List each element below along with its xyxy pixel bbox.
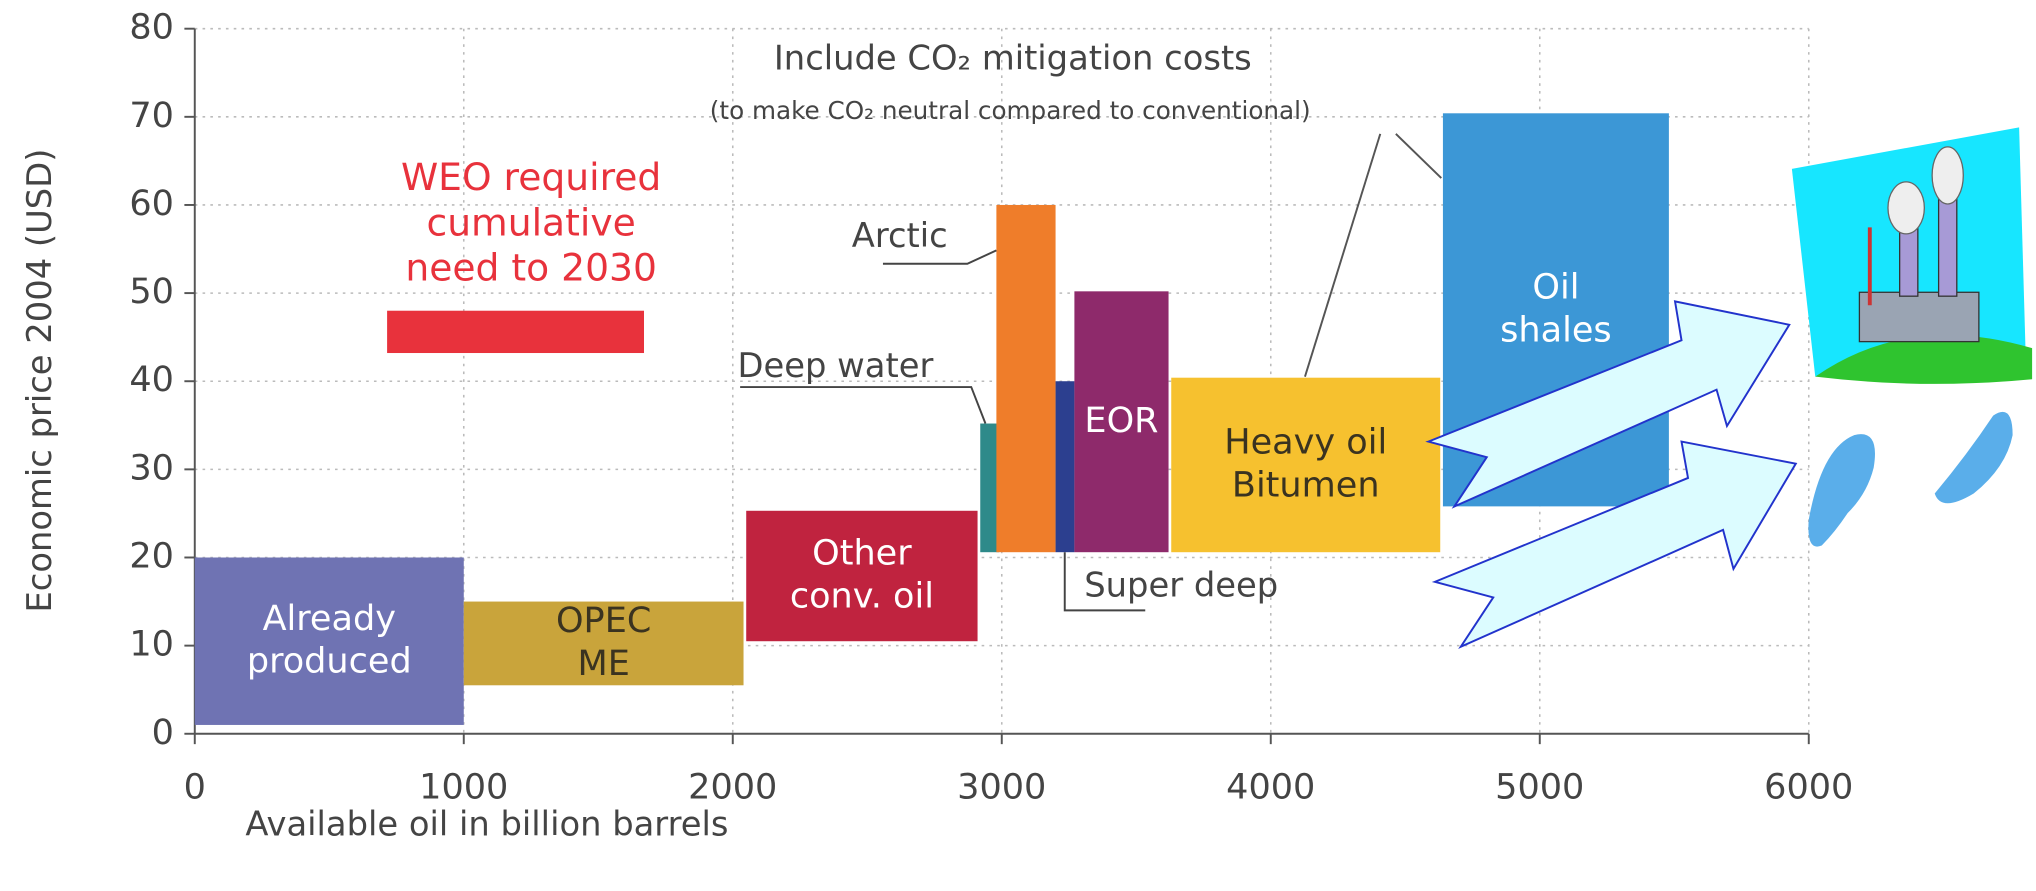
y-tick-label: 10 (129, 624, 174, 665)
x-tick-label: 0 (184, 766, 206, 807)
range-bar (996, 204, 1056, 553)
footprint (1934, 411, 2013, 504)
smoke (1931, 146, 1964, 205)
y-tick-label: 20 (129, 535, 174, 576)
y-axis-title: Economic price 2004 (USD) (20, 149, 59, 613)
footprint (1808, 434, 1875, 547)
segment-label: Oil (1532, 266, 1579, 307)
range-bar (1055, 381, 1075, 553)
segment-label: EOR (1084, 400, 1158, 441)
y-tick-label: 50 (129, 271, 174, 312)
callout-label: Arctic (852, 216, 948, 255)
segment-label: ME (577, 643, 629, 684)
range-bar (1074, 291, 1169, 553)
callout-label: Deep water (738, 346, 934, 385)
y-tick-label: 30 (129, 447, 174, 488)
x-tick-label: 4000 (1226, 766, 1315, 807)
annotation-subtitle: (to make CO₂ neutral compared to convent… (710, 96, 1311, 125)
x-tick-label: 5000 (1495, 766, 1584, 807)
x-tick-label: 3000 (957, 766, 1046, 807)
segment-label: Other (812, 533, 912, 574)
leader-line (882, 249, 997, 265)
target-label: cumulative (427, 200, 636, 244)
segment-label: Already (263, 598, 396, 639)
illustration (1425, 127, 2033, 650)
segment-label: OPEC (556, 600, 651, 641)
range-bar (1171, 377, 1441, 553)
y-tick-label: 0 (152, 712, 174, 753)
segment-label: produced (247, 641, 412, 682)
y-tick-label: 60 (129, 183, 174, 224)
factory-chimney (1937, 194, 1958, 297)
y-tick-label: 70 (129, 95, 174, 136)
arrow (1431, 440, 1798, 650)
arrow (1425, 300, 1791, 509)
y-tick-label: 40 (129, 359, 174, 400)
range-bar (980, 423, 1000, 553)
smoke (1887, 181, 1925, 235)
annotation-title: Include CO₂ mitigation costs (774, 38, 1252, 77)
x-tick-label: 6000 (1764, 766, 1853, 807)
segment-label: Heavy oil (1224, 422, 1387, 463)
range-bar (463, 601, 744, 686)
leader-line (740, 386, 987, 424)
y-tick-label: 80 (129, 7, 174, 48)
factory-building (1858, 291, 1980, 343)
marks-layer (194, 113, 1669, 725)
range-bar (746, 510, 978, 642)
target-label: need to 2030 (405, 246, 657, 290)
target-bar (387, 310, 644, 354)
target-label: WEO required (401, 155, 661, 199)
leader-line (1063, 552, 1146, 612)
leader-line (1304, 133, 1382, 377)
range-bar (194, 557, 464, 725)
leader-line (1395, 133, 1442, 179)
callout-label: Super deep (1084, 566, 1278, 605)
segment-label: shales (1500, 309, 1612, 350)
x-tick-label: 2000 (688, 766, 777, 807)
segment-label: conv. oil (790, 575, 934, 616)
segment-label: Bitumen (1232, 464, 1380, 505)
factory-hill (1815, 335, 2033, 384)
x-tick-label: 1000 (419, 766, 508, 807)
x-axis-title: Available oil in billion barrels (245, 804, 728, 843)
